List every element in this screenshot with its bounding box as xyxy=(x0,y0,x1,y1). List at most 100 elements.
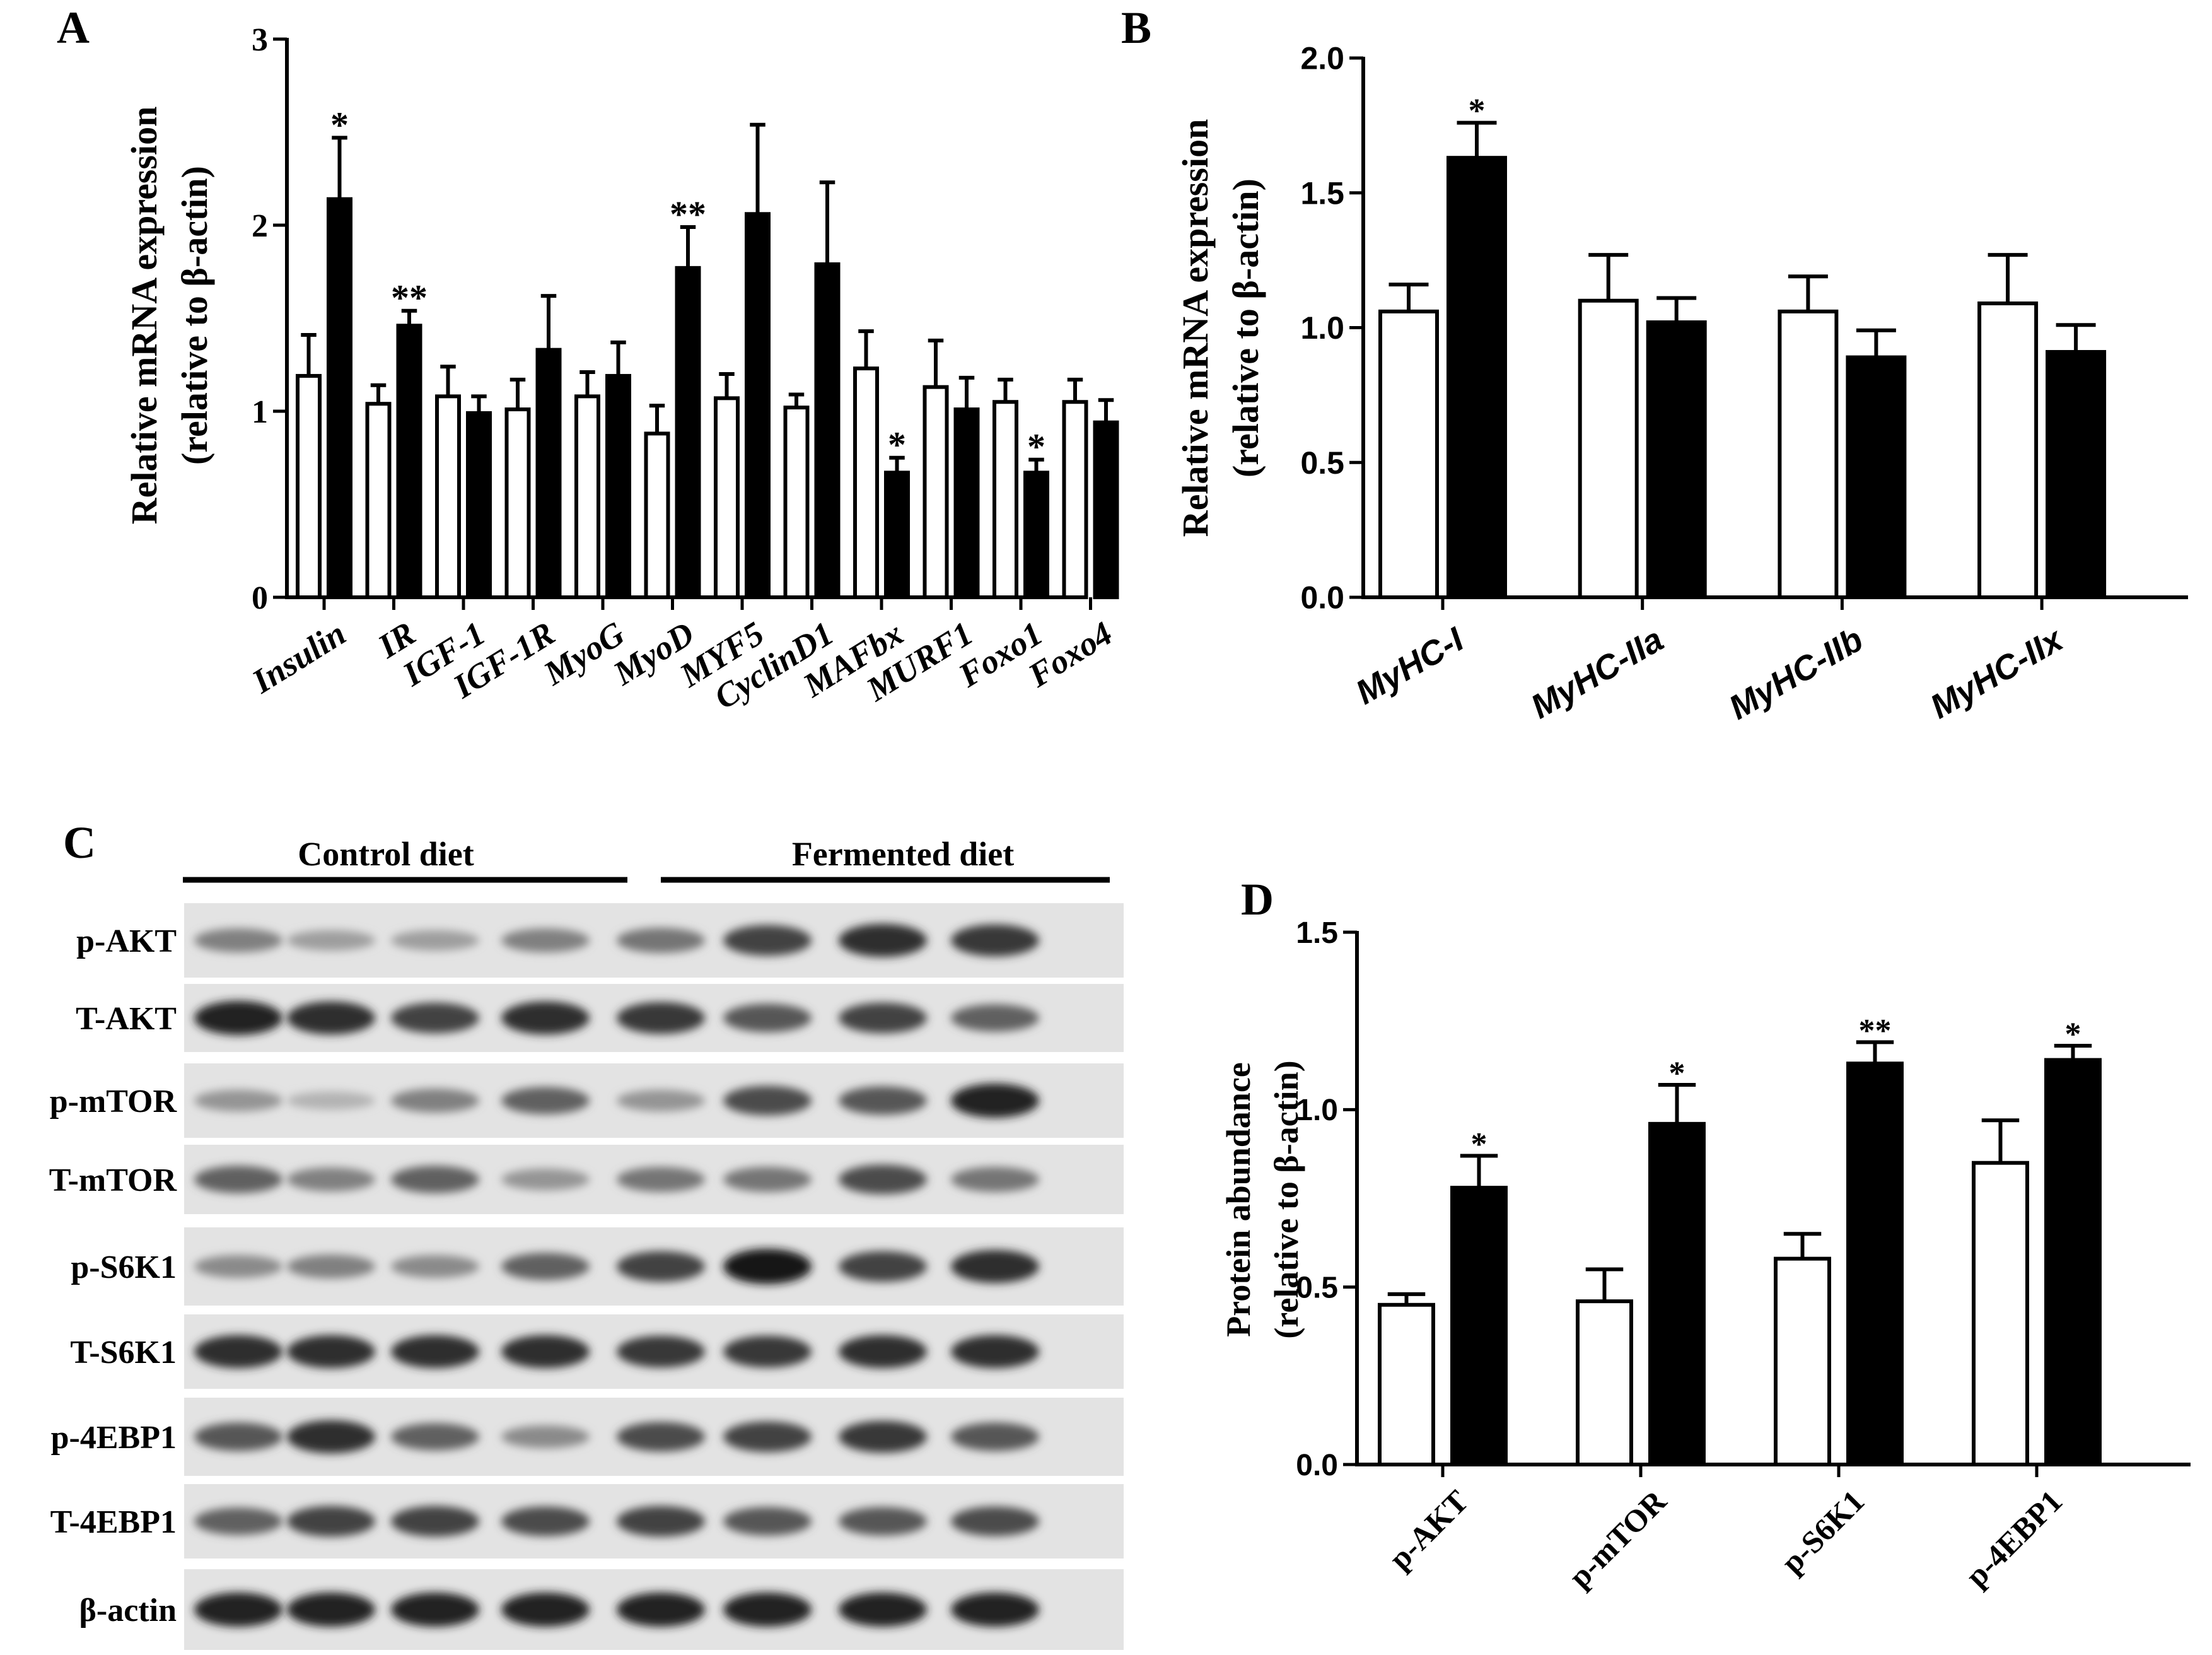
panel-b-control-bar xyxy=(1977,301,2039,599)
panel-b-significance-marker: * xyxy=(1469,91,1486,129)
panel-d-y-tick-label: 0.0 xyxy=(1296,1449,1338,1482)
blot-band xyxy=(839,1507,927,1536)
panel-d-significance-marker: * xyxy=(1471,1126,1487,1162)
blot-band xyxy=(839,1251,927,1282)
panel-b-fermented-bar xyxy=(1846,355,1907,600)
panel-d-y-tick-label: 1.5 xyxy=(1296,916,1338,950)
panel-a-control-bar xyxy=(714,396,740,599)
blot-band xyxy=(391,1166,479,1193)
blot-band xyxy=(617,1167,705,1192)
panel-a-control-bar xyxy=(992,400,1018,599)
blot-row-label: T-mTOR xyxy=(49,1162,178,1198)
blot-band xyxy=(501,1168,590,1191)
panel-d-ylabel-line2: (relative to β-actin) xyxy=(1267,1060,1305,1338)
panel-b-fermented-bar xyxy=(2046,349,2107,599)
panel-a-fermented-bar xyxy=(327,197,352,599)
blot-band xyxy=(194,1335,282,1369)
panel-d-control-bar xyxy=(1774,1256,1831,1466)
blot-band xyxy=(501,1335,590,1369)
blot-band xyxy=(617,928,705,953)
blot-band xyxy=(839,1164,927,1195)
panel-b-ylabel-line2: (relative to β-actin) xyxy=(1225,178,1266,477)
panel-a-significance-marker: ** xyxy=(670,194,706,235)
panel-a-significance-marker: ** xyxy=(391,278,428,319)
panel-a-fermented-bar xyxy=(1093,420,1119,599)
blot-band xyxy=(839,923,927,957)
panel-a-y-tick-label: 0 xyxy=(252,580,268,616)
blot-band xyxy=(194,1592,282,1627)
panel-d-category-label: p-S6K1 xyxy=(1774,1483,1871,1581)
blot-band xyxy=(194,1507,282,1535)
blot-band xyxy=(287,930,375,951)
panel-a-y-tick-label: 1 xyxy=(252,394,268,430)
blot-band xyxy=(501,1253,590,1280)
blot-band xyxy=(501,1425,590,1449)
blot-band xyxy=(194,1166,282,1193)
panel-d-control-bar xyxy=(1972,1161,2029,1466)
panel-b-ylabel: Relative mRNA expression (relative to β-… xyxy=(1175,119,1266,537)
panel-a-fermented-bar xyxy=(884,471,910,599)
blot-band xyxy=(501,1506,590,1536)
panel-a-fermented-bar xyxy=(1023,471,1049,599)
panel-a-fermented-bar xyxy=(675,266,701,600)
blot-band xyxy=(951,1249,1039,1284)
blot-band xyxy=(391,1592,479,1627)
blot-band xyxy=(287,1592,375,1627)
panel-a-fermented-bar xyxy=(605,373,631,599)
blot-band xyxy=(287,1506,375,1537)
panel-a-ylabel-line2: (relative to β-actin) xyxy=(174,166,215,465)
blot-band xyxy=(391,1335,479,1369)
panel-a-control-bar xyxy=(783,406,810,599)
panel-b-chart: 0.0 0.5 1.0 1.5 2.0 * MyHC-I MyHC-IIa MyHC-IIb My… xyxy=(1300,41,2188,727)
panel-a-fermented-bar xyxy=(814,262,841,599)
panel-b-control-bar xyxy=(1578,298,1639,599)
blot-band xyxy=(391,1002,479,1034)
panel-a-category-label: Insulin xyxy=(245,614,352,701)
control-group-label: Control diet xyxy=(298,835,474,873)
panel-b-letter: B xyxy=(1121,3,1151,53)
panel-a-fermented-bar xyxy=(396,324,422,599)
panel-d-control-bar xyxy=(1576,1299,1633,1466)
blot-band xyxy=(617,1506,705,1537)
panel-a-control-bar xyxy=(644,431,670,600)
blot-band xyxy=(194,1254,282,1278)
panel-a-y-tick-label: 3 xyxy=(252,22,268,58)
panel-d-significance-marker: ** xyxy=(1859,1013,1892,1049)
blot-band xyxy=(839,1420,927,1453)
blot-row-label: p-S6K1 xyxy=(71,1249,177,1285)
panel-a-letter: A xyxy=(57,3,90,53)
blot-band xyxy=(723,1003,812,1032)
panel-d-category-label: p-mTOR xyxy=(1562,1483,1674,1594)
blot-row-label: p-AKT xyxy=(76,923,177,959)
panel-a-control-bar xyxy=(1062,400,1088,599)
panel-d-y-tick-label: 0.5 xyxy=(1296,1271,1338,1304)
panel-b-y-tick-label: 0.5 xyxy=(1300,445,1344,481)
panel-d-fermented-bar xyxy=(1846,1061,1904,1466)
panel-d-control-bar xyxy=(1378,1302,1435,1467)
blot-band xyxy=(391,1089,479,1113)
blot-band xyxy=(501,1087,590,1114)
panel-a-control-bar xyxy=(296,373,322,599)
panel-b-category-label: MyHC-I xyxy=(1349,620,1470,711)
blot-band xyxy=(839,1592,927,1627)
panel-b-fermented-bar xyxy=(1646,320,1707,599)
panel-b-y-tick-label: 1.5 xyxy=(1300,175,1344,211)
panel-a-control-bar xyxy=(853,366,879,600)
blot-band xyxy=(723,1592,812,1627)
panel-d-category-label: p-4EBP1 xyxy=(1959,1483,2069,1594)
panel-a-fermented-bar xyxy=(535,348,562,600)
blot-band xyxy=(951,1592,1039,1627)
blot-band xyxy=(391,1254,479,1278)
panel-b-category-label: MyHC-IIa xyxy=(1525,621,1670,726)
blot-band xyxy=(287,1420,375,1454)
blot-band xyxy=(501,928,590,952)
panel-d-significance-marker: * xyxy=(1669,1056,1685,1092)
blot-band xyxy=(839,1002,927,1034)
blot-band xyxy=(617,1422,705,1452)
blot-band xyxy=(617,1089,705,1112)
panel-d-category-label: p-AKT xyxy=(1382,1483,1476,1577)
blot-band xyxy=(723,1507,812,1536)
blot-band xyxy=(951,1004,1039,1032)
panel-a-control-bar xyxy=(574,394,600,600)
